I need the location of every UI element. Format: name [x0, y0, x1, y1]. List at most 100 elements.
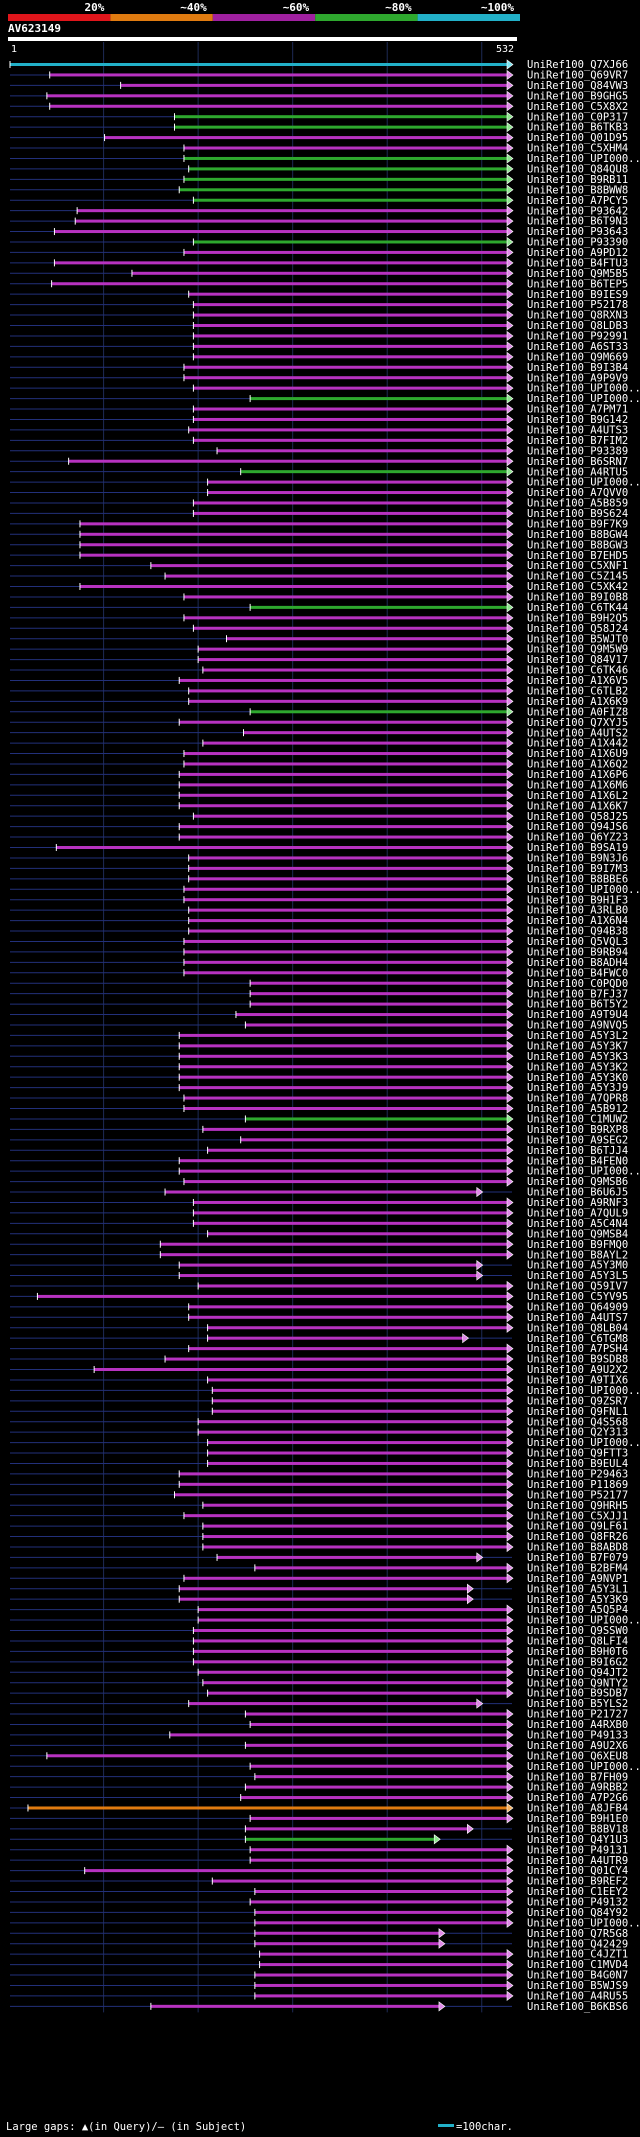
- hit-label[interactable]: UniRef100_A3RLB0: [527, 905, 628, 917]
- hit-label[interactable]: UniRef100_A0FIZ8: [527, 706, 628, 718]
- hit-label[interactable]: UniRef100_Q9M669: [527, 351, 628, 363]
- hit-row[interactable]: UniRef100_A3RLB0: [10, 905, 628, 917]
- hit-label[interactable]: UniRef100_P52178: [527, 299, 628, 311]
- hit-label[interactable]: UniRef100_B9H0T6: [527, 1646, 628, 1658]
- hit-label[interactable]: UniRef100_C0PQD0: [527, 978, 628, 990]
- hit-label[interactable]: UniRef100_A9P9V9: [527, 372, 628, 384]
- hit-label[interactable]: UniRef100_B4FTU3: [527, 257, 628, 269]
- hit-row[interactable]: UniRef100_B9H0T6: [10, 1646, 628, 1658]
- hit-row[interactable]: UniRef100_A4RU55: [10, 1991, 628, 2003]
- hit-label[interactable]: UniRef100_Q58J24: [527, 623, 628, 635]
- hit-row[interactable]: UniRef100_B7FH09: [10, 1771, 628, 1783]
- hit-row[interactable]: UniRef100_B6SRN7: [10, 456, 628, 468]
- hit-row[interactable]: UniRef100_B4FEN0: [10, 1155, 628, 1167]
- hit-label[interactable]: UniRef100_Q9FNL1: [527, 1406, 628, 1418]
- hit-row[interactable]: UniRef100_Q64909: [10, 1301, 628, 1313]
- hit-label[interactable]: UniRef100_B6TJJ4: [527, 1145, 628, 1157]
- hit-row[interactable]: UniRef100_Q4Y1U3: [10, 1834, 628, 1846]
- hit-label[interactable]: UniRef100_A4RU55: [527, 1991, 628, 2003]
- hit-label[interactable]: UniRef100_Q4S568: [527, 1416, 628, 1428]
- hit-row[interactable]: UniRef100_Q9LF61: [10, 1521, 628, 1533]
- hit-row[interactable]: UniRef100_B7EHD5: [10, 550, 628, 562]
- hit-label[interactable]: UniRef100_A9U2X2: [527, 1364, 628, 1376]
- hit-row[interactable]: UniRef100_A4UTS3: [10, 425, 628, 437]
- hit-row[interactable]: UniRef100_A9NVP1: [10, 1573, 628, 1585]
- hit-label[interactable]: UniRef100_A4UTS3: [527, 425, 628, 437]
- hit-label[interactable]: UniRef100_UPI000...: [527, 477, 640, 489]
- hit-label[interactable]: UniRef100_UPI000...: [527, 1385, 640, 1397]
- hit-row[interactable]: UniRef100_A7QVV0: [10, 487, 628, 499]
- hit-label[interactable]: UniRef100_A5Q5P4: [527, 1604, 628, 1616]
- hit-row[interactable]: UniRef100_B4G0N7: [10, 1970, 628, 1982]
- hit-row[interactable]: UniRef100_A5C4N4: [10, 1218, 628, 1230]
- hit-row[interactable]: UniRef100_Q8LDB3: [10, 320, 628, 332]
- hit-row[interactable]: UniRef100_B8BWW8: [10, 184, 628, 196]
- hit-row[interactable]: UniRef100_B8AYL2: [10, 1249, 628, 1261]
- hit-row[interactable]: UniRef100_B9SDB8: [10, 1354, 628, 1366]
- hit-row[interactable]: UniRef100_Q42429: [10, 1938, 628, 1950]
- hit-row[interactable]: UniRef100_B9H1E0: [10, 1813, 628, 1825]
- hit-row[interactable]: UniRef100_B9SA19: [10, 842, 628, 854]
- hit-label[interactable]: UniRef100_B5WJT0: [527, 633, 628, 645]
- hit-label[interactable]: UniRef100_B9RB11: [527, 174, 628, 186]
- hit-label[interactable]: UniRef100_UPI000...: [527, 1437, 640, 1449]
- hit-label[interactable]: UniRef100_A5Y3L1: [527, 1583, 628, 1595]
- hit-row[interactable]: UniRef100_B2BFM4: [10, 1562, 628, 1574]
- hit-row[interactable]: UniRef100_Q69VR7: [10, 70, 628, 82]
- hit-row[interactable]: UniRef100_B9I3B4: [10, 362, 628, 374]
- hit-label[interactable]: UniRef100_P52177: [527, 1489, 628, 1501]
- hit-label[interactable]: UniRef100_B6T5Y2: [527, 999, 628, 1011]
- hit-row[interactable]: UniRef100_C1EEY2: [10, 1886, 628, 1898]
- hit-label[interactable]: UniRef100_Q42429: [527, 1938, 628, 1950]
- hit-label[interactable]: UniRef100_A5Y3L2: [527, 1030, 628, 1042]
- hit-label[interactable]: UniRef100_A9U2X6: [527, 1740, 628, 1752]
- hit-row[interactable]: UniRef100_C4JZT1: [10, 1949, 628, 1961]
- hit-row[interactable]: UniRef100_A1X6U9: [10, 748, 628, 760]
- hit-label[interactable]: UniRef100_A1X6L2: [527, 790, 628, 802]
- hit-row[interactable]: UniRef100_A4UTS7: [10, 1312, 628, 1324]
- hit-label[interactable]: UniRef100_B8AYL2: [527, 1249, 628, 1261]
- hit-row[interactable]: UniRef100_UPI000...: [10, 393, 640, 405]
- hit-label[interactable]: UniRef100_A5Y3K3: [527, 1051, 628, 1063]
- hit-label[interactable]: UniRef100_B5YLS2: [527, 1698, 628, 1710]
- hit-label[interactable]: UniRef100_UPI000...: [527, 1917, 640, 1929]
- hit-label[interactable]: UniRef100_A6ST33: [527, 341, 628, 353]
- hit-row[interactable]: UniRef100_P92991: [10, 331, 628, 343]
- hit-row[interactable]: UniRef100_P93643: [10, 226, 628, 238]
- hit-label[interactable]: UniRef100_B9REF2: [527, 1876, 628, 1888]
- hit-label[interactable]: UniRef100_A9TIX6: [527, 1375, 628, 1387]
- hit-row[interactable]: UniRef100_Q5VQL3: [10, 936, 628, 948]
- hit-label[interactable]: UniRef100_B9I7M3: [527, 863, 628, 875]
- hit-row[interactable]: UniRef100_B9G142: [10, 414, 628, 426]
- hit-row[interactable]: UniRef100_B8ABD8: [10, 1542, 628, 1554]
- hit-label[interactable]: UniRef100_C6TK46: [527, 665, 628, 677]
- hit-row[interactable]: UniRef100_A9TIX6: [10, 1375, 628, 1387]
- hit-label[interactable]: UniRef100_Q01D95: [527, 132, 628, 144]
- hit-row[interactable]: UniRef100_B9GHG5: [10, 90, 628, 102]
- hit-row[interactable]: UniRef100_A1X6P6: [10, 769, 628, 781]
- hit-label[interactable]: UniRef100_Q2Y313: [527, 1427, 628, 1439]
- hit-row[interactable]: UniRef100_Q9HRH5: [10, 1500, 628, 1512]
- hit-row[interactable]: UniRef100_B6TJJ4: [10, 1145, 628, 1157]
- hit-row[interactable]: UniRef100_A9P9V9: [10, 372, 628, 384]
- hit-label[interactable]: UniRef100_C5XJJ1: [527, 1510, 628, 1522]
- hit-label[interactable]: UniRef100_Q9ZSR7: [527, 1395, 628, 1407]
- hit-label[interactable]: UniRef100_Q84VW3: [527, 80, 628, 92]
- hit-label[interactable]: UniRef100_B5WJS9: [527, 1980, 628, 1992]
- hit-row[interactable]: UniRef100_C1MUW2: [10, 1114, 628, 1126]
- hit-row[interactable]: UniRef100_Q84VW3: [10, 80, 628, 92]
- hit-row[interactable]: UniRef100_B9REF2: [10, 1876, 628, 1888]
- hit-row[interactable]: UniRef100_Q94JS6: [10, 821, 628, 833]
- hit-label[interactable]: UniRef100_Q6YZ23: [527, 832, 628, 844]
- hit-label[interactable]: UniRef100_A7QPR8: [527, 1093, 628, 1105]
- hit-row[interactable]: UniRef100_A5Y3J9: [10, 1082, 628, 1094]
- hit-row[interactable]: UniRef100_C5YV95: [10, 1291, 628, 1303]
- hit-label[interactable]: UniRef100_A9RBB2: [527, 1782, 628, 1794]
- hit-label[interactable]: UniRef100_B8BGW4: [527, 529, 628, 541]
- hit-label[interactable]: UniRef100_P29463: [527, 1469, 628, 1481]
- hit-row[interactable]: UniRef100_Q9FTT3: [10, 1448, 628, 1460]
- hit-row[interactable]: UniRef100_Q94JT2: [10, 1667, 628, 1679]
- hit-row[interactable]: UniRef100_B5WJT0: [10, 633, 628, 645]
- hit-label[interactable]: UniRef100_C6TK44: [527, 602, 628, 614]
- hit-row[interactable]: UniRef100_Q84V17: [10, 654, 628, 666]
